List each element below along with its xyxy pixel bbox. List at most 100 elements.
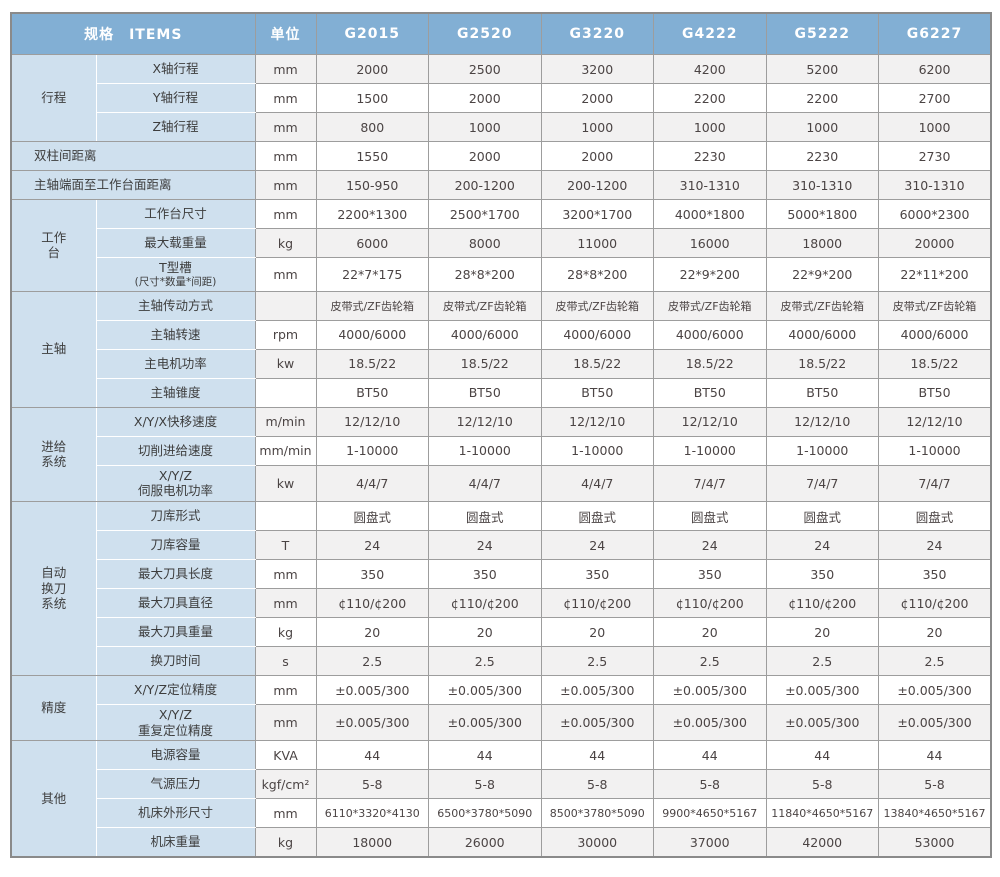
value-cell: 18.5/22: [878, 348, 992, 379]
value-cell: 皮带式/ZF齿轮箱: [315, 290, 429, 321]
value-cell: 42000: [765, 827, 879, 858]
value-cell: 4000/6000: [315, 319, 429, 350]
value-cell: 22*11*200: [878, 257, 992, 292]
value-cell: 12/12/10: [878, 406, 992, 437]
value-cell: 圆盘式: [765, 501, 879, 531]
value-cell: 200-1200: [540, 170, 654, 200]
unit-cell: rpm: [254, 319, 317, 350]
value-cell: 20000: [878, 228, 992, 258]
row-label: 主轴锥度: [95, 377, 256, 408]
value-cell: 皮带式/ZF齿轮箱: [540, 290, 654, 321]
value-cell: 7/4/7: [765, 464, 879, 503]
value-cell: 12/12/10: [428, 406, 542, 437]
table-row: 换刀时间 s 2.5 2.5 2.5 2.5 2.5 2.5: [11, 646, 992, 676]
value-cell: 4000*1800: [653, 199, 767, 229]
unit-cell: kg: [254, 617, 317, 647]
table-row: 最大刀具重量 kg 20 20 20 20 20 20: [11, 617, 992, 647]
value-cell: 1-10000: [765, 435, 879, 466]
value-cell: 6500*3780*5090: [428, 798, 542, 829]
unit-cell: [254, 290, 317, 321]
value-cell: 3200: [540, 54, 654, 84]
row-label: 换刀时间: [95, 646, 256, 676]
value-cell: 20: [428, 617, 542, 647]
table-row: 主轴端面至工作台面距离 mm 150-950 200-1200 200-1200 310-…: [10, 170, 992, 200]
table-row: T型槽 (尺寸*数量*间距) mm 22*7*175 28*8*200 28*8*200 2…: [11, 257, 992, 292]
value-cell: 2.5: [315, 646, 429, 676]
unit-cell: KVA: [254, 740, 317, 771]
value-cell: 24: [765, 530, 879, 560]
spec-table: 规格 ITEMS 单位 G2015 G2520 G3220 G4222 G522…: [10, 12, 992, 858]
value-cell: 4000/6000: [765, 319, 879, 350]
value-cell: 5-8: [540, 769, 654, 800]
header-row: 规格 ITEMS 单位 G2015 G2520 G3220 G4222 G522…: [10, 12, 992, 55]
value-cell: ±0.005/300: [653, 675, 767, 705]
value-cell: 5-8: [315, 769, 429, 800]
table-row: 主电机功率 kw 18.5/22 18.5/22 18.5/22 18.5/22 18.5/…: [11, 348, 992, 379]
value-cell: 18000: [765, 228, 879, 258]
unit-cell: mm: [254, 703, 317, 742]
row-label: 机床外形尺寸: [95, 798, 256, 829]
value-cell: ±0.005/300: [765, 675, 879, 705]
value-cell: 1500: [315, 83, 429, 113]
value-cell: 皮带式/ZF齿轮箱: [765, 290, 879, 321]
unit-cell: [254, 501, 317, 531]
value-cell: 11840*4650*5167: [765, 798, 879, 829]
table-row: 主轴 主轴传动方式 皮带式/ZF齿轮箱 皮带式/ZF齿轮箱 皮带式/ZF齿轮箱 皮带式/Z…: [10, 290, 992, 408]
value-cell: 18000: [315, 827, 429, 858]
table-row: 双柱间距离 mm 1550 2000 2000 2230 2230 2730: [10, 141, 992, 171]
value-cell: 圆盘式: [540, 501, 654, 531]
value-cell: 4000/6000: [428, 319, 542, 350]
value-cell: 20: [765, 617, 879, 647]
value-cell: 13840*4650*5167: [878, 798, 992, 829]
value-cell: 1000: [765, 112, 879, 142]
value-cell: ¢110/¢200: [315, 588, 429, 618]
unit-cell: kg: [254, 827, 317, 858]
value-cell: 2200*1300: [315, 199, 429, 229]
value-cell: 53000: [878, 827, 992, 858]
row-label: 工作台尺寸: [95, 199, 256, 229]
spec-table-body: 行程 X轴行程 mm 2000 2500 3200 4200 5200 6200 Y轴行程 mm 15…: [10, 54, 992, 858]
model-header-g3220: G3220: [540, 12, 654, 55]
value-cell: 2230: [653, 141, 767, 171]
model-header-g4222: G4222: [653, 12, 767, 55]
table-row: 其他 电源容量 KVA 44 44 44 44 44 44: [10, 740, 992, 858]
value-cell: 2000: [315, 54, 429, 84]
row-label: 刀库形式: [95, 501, 256, 531]
row-label: X轴行程: [95, 54, 256, 84]
value-cell: 350: [765, 559, 879, 589]
value-cell: 皮带式/ZF齿轮箱: [428, 290, 542, 321]
unit-cell: mm: [254, 559, 317, 589]
table-row: 机床重量 kg 18000 26000 30000 37000 42000 53000: [11, 827, 992, 858]
group-label: 主轴: [10, 290, 97, 408]
value-cell: 4000/6000: [540, 319, 654, 350]
row-label: 最大刀具直径: [95, 588, 256, 618]
table-row: 机床外形尺寸 mm 6110*3320*4130 6500*3780*5090 8500…: [11, 798, 992, 829]
row-label: Z轴行程: [95, 112, 256, 142]
row-label: 最大载重量: [95, 228, 256, 258]
spec-items-header: 规格 ITEMS: [10, 12, 256, 55]
model-header-g5222: G5222: [765, 12, 879, 55]
value-cell: ±0.005/300: [765, 703, 879, 742]
unit-cell: [254, 377, 317, 408]
value-cell: 4000/6000: [878, 319, 992, 350]
value-cell: 8500*3780*5090: [540, 798, 654, 829]
value-cell: 2200: [765, 83, 879, 113]
value-cell: 4200: [653, 54, 767, 84]
value-cell: 44: [653, 740, 767, 771]
value-cell: 18.5/22: [428, 348, 542, 379]
value-cell: 1000: [428, 112, 542, 142]
value-cell: 4/4/7: [315, 464, 429, 503]
table-row: 自动 换刀 系统 刀库形式 圆盘式 圆盘式 圆盘式 圆盘式 圆盘式 圆盘式: [10, 501, 992, 676]
value-cell: 5-8: [428, 769, 542, 800]
value-cell: 44: [765, 740, 879, 771]
model-header-g6227: G6227: [878, 12, 992, 55]
value-cell: 2500*1700: [428, 199, 542, 229]
value-cell: 2730: [878, 141, 992, 171]
unit-cell: mm: [254, 588, 317, 618]
value-cell: 6110*3320*4130: [315, 798, 429, 829]
value-cell: 310-1310: [653, 170, 767, 200]
value-cell: 皮带式/ZF齿轮箱: [653, 290, 767, 321]
value-cell: 44: [878, 740, 992, 771]
value-cell: 800: [315, 112, 429, 142]
row-label: X/Y/X快移速度: [95, 406, 256, 437]
